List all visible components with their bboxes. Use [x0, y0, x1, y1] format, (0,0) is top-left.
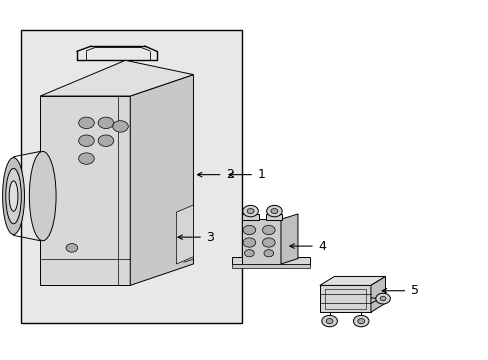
Circle shape	[113, 121, 128, 132]
Polygon shape	[40, 60, 193, 96]
Polygon shape	[281, 214, 297, 264]
Circle shape	[262, 238, 275, 247]
Circle shape	[353, 315, 368, 327]
Circle shape	[357, 319, 364, 324]
Circle shape	[379, 296, 385, 301]
Text: 4: 4	[318, 240, 325, 253]
Circle shape	[243, 238, 255, 247]
Circle shape	[79, 135, 94, 147]
Ellipse shape	[29, 152, 56, 241]
Circle shape	[243, 205, 258, 217]
Text: 2: 2	[225, 168, 233, 181]
Polygon shape	[40, 96, 130, 285]
Text: 1: 1	[257, 168, 265, 181]
Polygon shape	[319, 285, 370, 312]
Circle shape	[246, 208, 253, 213]
Polygon shape	[130, 75, 193, 285]
Text: 5: 5	[410, 284, 418, 297]
Circle shape	[266, 205, 282, 217]
Polygon shape	[232, 257, 309, 264]
Polygon shape	[266, 214, 282, 220]
Circle shape	[270, 208, 277, 213]
Circle shape	[262, 225, 275, 235]
Polygon shape	[232, 264, 309, 268]
Ellipse shape	[2, 158, 24, 234]
Circle shape	[321, 315, 337, 327]
Polygon shape	[176, 205, 193, 264]
Circle shape	[244, 249, 254, 257]
Circle shape	[375, 293, 389, 304]
Circle shape	[98, 117, 114, 129]
Polygon shape	[370, 276, 385, 312]
Circle shape	[264, 249, 273, 257]
Circle shape	[325, 319, 332, 324]
Polygon shape	[319, 276, 385, 285]
Ellipse shape	[9, 181, 18, 211]
Bar	[21, 30, 242, 323]
Text: 3: 3	[206, 231, 214, 244]
Circle shape	[79, 153, 94, 164]
Circle shape	[243, 225, 255, 235]
Ellipse shape	[6, 168, 21, 224]
Polygon shape	[242, 219, 281, 264]
Circle shape	[98, 135, 114, 147]
Circle shape	[79, 117, 94, 129]
Polygon shape	[242, 214, 259, 220]
Circle shape	[66, 244, 78, 252]
